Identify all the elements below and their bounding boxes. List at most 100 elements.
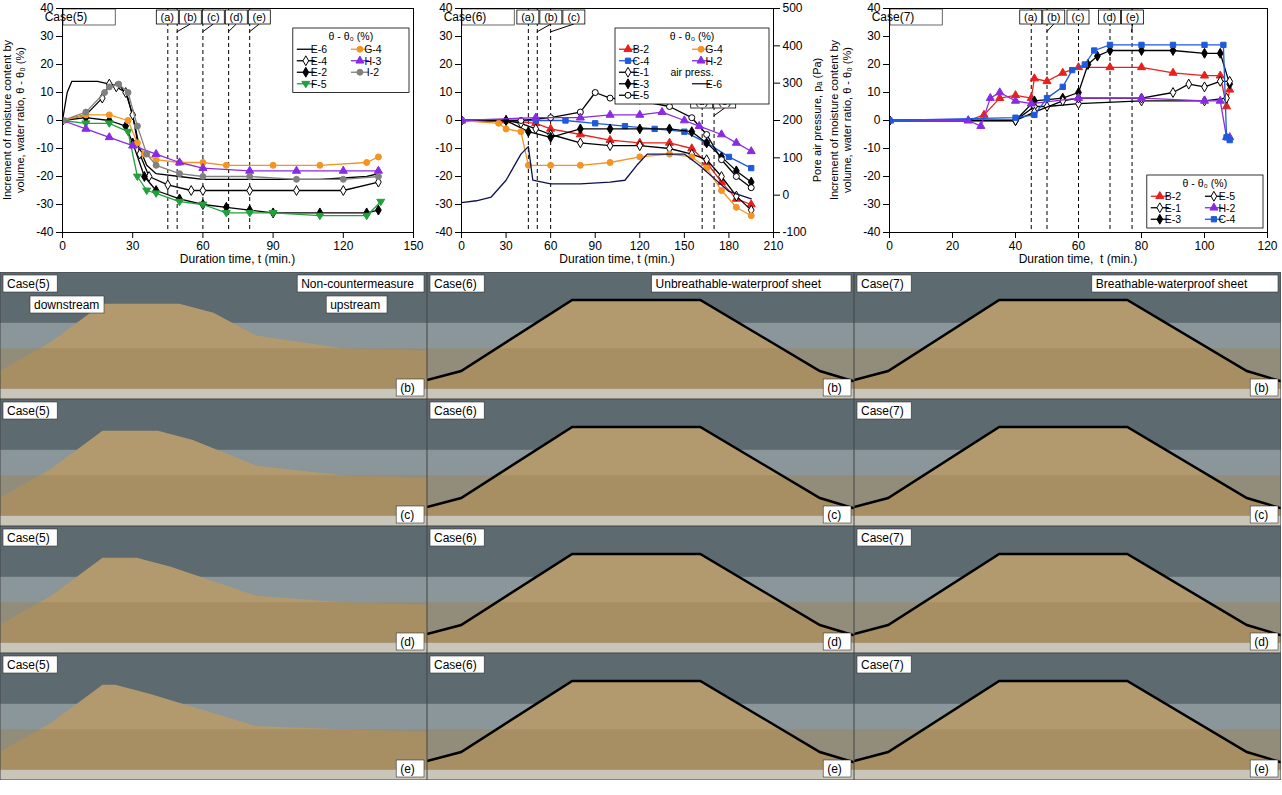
svg-text:20: 20 bbox=[439, 57, 453, 71]
svg-text:B-2: B-2 bbox=[1165, 190, 1182, 202]
svg-text:-40: -40 bbox=[863, 225, 881, 239]
svg-text:H-2: H-2 bbox=[1218, 202, 1235, 214]
svg-text:0: 0 bbox=[458, 239, 465, 253]
svg-text:90: 90 bbox=[589, 239, 603, 253]
svg-text:Case(6): Case(6) bbox=[434, 404, 477, 418]
svg-text:upstream: upstream bbox=[330, 298, 380, 312]
svg-text:(a): (a) bbox=[1024, 11, 1037, 23]
svg-text:H-2: H-2 bbox=[706, 55, 723, 67]
svg-text:-40: -40 bbox=[36, 225, 54, 239]
svg-text:θ - θ₀ (%): θ - θ₀ (%) bbox=[329, 30, 374, 42]
svg-text:-100: -100 bbox=[783, 225, 807, 239]
svg-text:θ - θ₀ (%): θ - θ₀ (%) bbox=[1183, 177, 1228, 189]
svg-text:Case(7): Case(7) bbox=[861, 277, 904, 291]
svg-text:210: 210 bbox=[763, 239, 783, 253]
svg-text:B-2: B-2 bbox=[633, 43, 650, 55]
svg-text:20: 20 bbox=[867, 57, 881, 71]
svg-text:120: 120 bbox=[1257, 239, 1277, 253]
svg-text:volume, water ratio, θ - θ₀ (%: volume, water ratio, θ - θ₀ (%) bbox=[14, 47, 26, 193]
svg-text:Case(5): Case(5) bbox=[7, 531, 50, 545]
svg-text:30: 30 bbox=[499, 239, 513, 253]
svg-text:30: 30 bbox=[867, 29, 881, 43]
svg-text:C-4: C-4 bbox=[633, 55, 650, 67]
svg-text:Unbreathable-waterproof sheet: Unbreathable-waterproof sheet bbox=[656, 277, 822, 291]
svg-text:20: 20 bbox=[40, 57, 54, 71]
svg-text:(c): (c) bbox=[400, 508, 414, 522]
svg-text:60: 60 bbox=[196, 239, 210, 253]
svg-text:60: 60 bbox=[544, 239, 558, 253]
svg-text:180: 180 bbox=[719, 239, 739, 253]
svg-text:40: 40 bbox=[1009, 239, 1023, 253]
svg-text:0: 0 bbox=[446, 113, 453, 127]
svg-text:Case(6): Case(6) bbox=[434, 531, 477, 545]
svg-text:Case(6): Case(6) bbox=[444, 10, 487, 24]
svg-text:(b): (b) bbox=[400, 381, 415, 395]
svg-text:60: 60 bbox=[1072, 239, 1086, 253]
svg-text:200: 200 bbox=[783, 113, 803, 127]
svg-text:Increment of moisture content: Increment of moisture content by bbox=[1, 39, 13, 200]
svg-text:-40: -40 bbox=[435, 225, 453, 239]
svg-text:E-4: E-4 bbox=[311, 55, 328, 67]
svg-text:0: 0 bbox=[874, 113, 881, 127]
svg-text:80: 80 bbox=[1135, 239, 1149, 253]
svg-text:(b): (b) bbox=[544, 11, 557, 23]
svg-text:Case(7): Case(7) bbox=[872, 10, 915, 24]
svg-text:Case(7): Case(7) bbox=[861, 404, 904, 418]
svg-text:120: 120 bbox=[333, 239, 353, 253]
svg-text:air press.: air press. bbox=[670, 66, 713, 78]
svg-text:(d): (d) bbox=[1103, 11, 1116, 23]
svg-text:Increment of moisture content: Increment of moisture content by bbox=[828, 39, 840, 200]
svg-text:150: 150 bbox=[403, 239, 423, 253]
svg-text:100: 100 bbox=[783, 151, 803, 165]
svg-text:Case(5): Case(5) bbox=[7, 277, 50, 291]
svg-text:Duration time, t (min.): Duration time, t (min.) bbox=[1019, 252, 1138, 266]
svg-text:(b): (b) bbox=[1254, 381, 1269, 395]
svg-text:(c): (c) bbox=[567, 11, 580, 23]
svg-text:0: 0 bbox=[59, 239, 66, 253]
svg-text:C-4: C-4 bbox=[1218, 213, 1235, 225]
svg-text:θ - θ₀ (%): θ - θ₀ (%) bbox=[670, 30, 715, 42]
svg-text:(e): (e) bbox=[400, 762, 415, 776]
svg-text:30: 30 bbox=[439, 29, 453, 43]
svg-text:400: 400 bbox=[783, 39, 803, 53]
svg-text:Case(7): Case(7) bbox=[861, 531, 904, 545]
svg-text:Case(5): Case(5) bbox=[45, 10, 88, 24]
svg-text:E-3: E-3 bbox=[1165, 213, 1182, 225]
svg-text:100: 100 bbox=[1194, 239, 1214, 253]
svg-text:E-5: E-5 bbox=[1219, 190, 1236, 202]
svg-text:(e): (e) bbox=[1254, 762, 1269, 776]
svg-text:-10: -10 bbox=[863, 141, 881, 155]
svg-text:Duration time, t (min.): Duration time, t (min.) bbox=[559, 252, 674, 266]
svg-text:(d): (d) bbox=[1254, 635, 1269, 649]
svg-text:120: 120 bbox=[630, 239, 650, 253]
svg-text:0: 0 bbox=[47, 113, 54, 127]
svg-text:0: 0 bbox=[886, 239, 893, 253]
svg-text:E-5: E-5 bbox=[633, 89, 650, 101]
svg-text:10: 10 bbox=[867, 85, 881, 99]
svg-text:30: 30 bbox=[40, 29, 54, 43]
svg-text:(d): (d) bbox=[230, 11, 243, 23]
svg-text:(c): (c) bbox=[827, 508, 841, 522]
svg-text:-10: -10 bbox=[36, 141, 54, 155]
svg-text:10: 10 bbox=[40, 85, 54, 99]
svg-text:-30: -30 bbox=[435, 197, 453, 211]
svg-text:10: 10 bbox=[439, 85, 453, 99]
svg-text:(a): (a) bbox=[161, 11, 174, 23]
svg-text:(c): (c) bbox=[1254, 508, 1268, 522]
svg-text:Case(7): Case(7) bbox=[861, 658, 904, 672]
svg-text:E-2: E-2 bbox=[311, 66, 328, 78]
svg-text:E-1: E-1 bbox=[1165, 202, 1182, 214]
svg-text:Pore air pressure, pₐ (Pa): Pore air pressure, pₐ (Pa) bbox=[811, 58, 823, 183]
svg-text:90: 90 bbox=[266, 239, 280, 253]
svg-text:500: 500 bbox=[783, 1, 803, 15]
svg-text:(b): (b) bbox=[184, 11, 197, 23]
svg-text:G-4: G-4 bbox=[705, 43, 723, 55]
svg-text:Case(6): Case(6) bbox=[434, 658, 477, 672]
svg-text:(c): (c) bbox=[207, 11, 220, 23]
svg-text:(e): (e) bbox=[1126, 11, 1139, 23]
svg-text:-30: -30 bbox=[863, 197, 881, 211]
svg-text:-20: -20 bbox=[863, 169, 881, 183]
svg-text:E-3: E-3 bbox=[633, 78, 650, 90]
svg-text:downstream: downstream bbox=[34, 298, 99, 312]
svg-text:Non-countermeasure: Non-countermeasure bbox=[301, 277, 414, 291]
